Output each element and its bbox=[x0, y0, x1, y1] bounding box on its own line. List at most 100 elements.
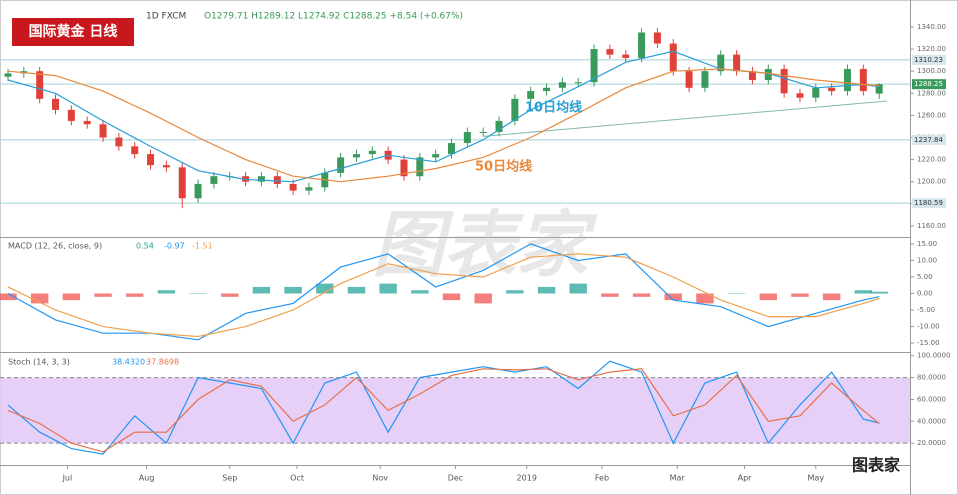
x-tick-label: Mar bbox=[670, 474, 686, 483]
candle-body bbox=[764, 68, 772, 81]
y-tick-label: -15.00 bbox=[917, 339, 940, 347]
x-tick-label: Feb bbox=[595, 474, 609, 483]
level-label: 1180.59 bbox=[914, 199, 943, 207]
chart-title: 国际黄金 日线 bbox=[29, 23, 118, 40]
y-tick-label: 80.0000 bbox=[917, 374, 946, 382]
histogram-bar bbox=[696, 293, 714, 304]
x-tick-label: May bbox=[808, 474, 825, 483]
candle-body bbox=[416, 157, 424, 177]
x-tick-label: Apr bbox=[738, 474, 753, 483]
candle-body bbox=[194, 183, 202, 199]
candle-body bbox=[147, 154, 155, 166]
candle-body bbox=[638, 32, 646, 58]
candle-body bbox=[400, 159, 408, 177]
level-label-box bbox=[912, 54, 946, 65]
indicator-title: Stoch (14, 3, 3) bbox=[8, 358, 70, 367]
histogram-bar bbox=[791, 293, 809, 297]
histogram-bar bbox=[759, 293, 777, 301]
ma-annotation: 50日均线 bbox=[475, 159, 532, 175]
y-tick-label: 60.0000 bbox=[917, 395, 946, 403]
histogram-bar bbox=[664, 293, 682, 301]
candle-body bbox=[67, 109, 75, 121]
y-tick-label: 15.00 bbox=[917, 240, 937, 248]
candle-body bbox=[83, 120, 91, 125]
x-tick-label: Sep bbox=[222, 474, 237, 483]
ma-line bbox=[7, 68, 880, 183]
histogram-bar bbox=[189, 293, 207, 295]
candle-body bbox=[622, 54, 630, 58]
y-tick-label: -10.00 bbox=[917, 323, 940, 331]
macd-line bbox=[7, 253, 880, 338]
x-tick-label: Oct bbox=[290, 474, 304, 483]
y-tick-label: 1220.00 bbox=[917, 156, 946, 164]
level-label-box bbox=[912, 79, 946, 90]
candle-body bbox=[859, 68, 867, 92]
level-label-box bbox=[912, 134, 946, 145]
candle-body bbox=[669, 43, 677, 72]
histogram-bar bbox=[157, 290, 176, 294]
y-tick-label: 20.0000 bbox=[917, 439, 946, 447]
x-tick-label: 2019 bbox=[517, 474, 537, 483]
y-tick-label: 1260.00 bbox=[917, 111, 946, 119]
candle-body bbox=[748, 71, 756, 81]
candle-body bbox=[701, 71, 709, 88]
candle-body bbox=[368, 150, 376, 155]
y-tick-label: 1340.00 bbox=[917, 23, 946, 31]
symbol-header: 1D FXCM bbox=[146, 12, 186, 22]
candle-body bbox=[606, 49, 614, 55]
x-tick-label: Aug bbox=[139, 474, 155, 483]
candle-body bbox=[717, 54, 725, 72]
trend-line bbox=[483, 100, 888, 137]
ma-annotation: 10日均线 bbox=[525, 100, 582, 116]
histogram-bar bbox=[379, 283, 397, 294]
indicator-title: MACD (12, 26, close, 9) bbox=[8, 242, 102, 251]
candle-body bbox=[685, 71, 693, 88]
candle-body bbox=[843, 68, 851, 92]
y-tick-label: 1320.00 bbox=[917, 45, 946, 53]
y-tick-label: 1200.00 bbox=[917, 178, 946, 186]
indicator-value: -1.51 bbox=[192, 242, 213, 251]
indicator-value: -0.97 bbox=[164, 242, 185, 251]
candle-body bbox=[463, 131, 471, 144]
candle-body bbox=[511, 98, 519, 121]
candle-body bbox=[780, 68, 788, 94]
histogram-bar bbox=[822, 293, 841, 301]
histogram-bar bbox=[537, 286, 556, 294]
histogram-bar bbox=[442, 293, 461, 301]
candle-body bbox=[115, 137, 123, 147]
histogram-bar bbox=[347, 286, 366, 294]
y-tick-label: 100.0000 bbox=[917, 352, 950, 360]
candle-body bbox=[273, 176, 281, 184]
y-tick-label: 0.00 bbox=[917, 290, 933, 298]
indicator-value: 37.8698 bbox=[146, 358, 179, 367]
candle-body bbox=[590, 49, 598, 83]
y-tick-label: -5.00 bbox=[917, 306, 935, 314]
candle-body bbox=[558, 82, 566, 88]
watermark: 图表家 bbox=[372, 203, 598, 287]
histogram-bar bbox=[126, 293, 144, 297]
histogram-bar bbox=[0, 293, 17, 301]
candle-body bbox=[289, 183, 297, 191]
candle-body bbox=[36, 71, 44, 99]
candle-body bbox=[543, 87, 551, 92]
candle-body bbox=[828, 87, 836, 92]
candle-body bbox=[527, 91, 535, 99]
candle-body bbox=[162, 165, 170, 168]
candle-body bbox=[352, 154, 360, 158]
candle-body bbox=[52, 98, 60, 110]
y-tick-label: 40.0000 bbox=[917, 417, 946, 425]
histogram-bar bbox=[601, 293, 619, 297]
level-label-box bbox=[912, 198, 946, 209]
histogram-bar bbox=[94, 293, 112, 297]
candle-body bbox=[653, 32, 661, 44]
candle-body bbox=[733, 54, 741, 72]
candle-body bbox=[178, 167, 186, 199]
candle-body bbox=[337, 157, 345, 173]
y-tick-label: 1300.00 bbox=[917, 67, 946, 75]
candle-body bbox=[875, 84, 883, 94]
histogram-bar bbox=[316, 283, 334, 294]
histogram-bar bbox=[221, 293, 239, 297]
y-tick-label: 1160.00 bbox=[917, 222, 946, 230]
histogram-bar bbox=[62, 293, 81, 301]
